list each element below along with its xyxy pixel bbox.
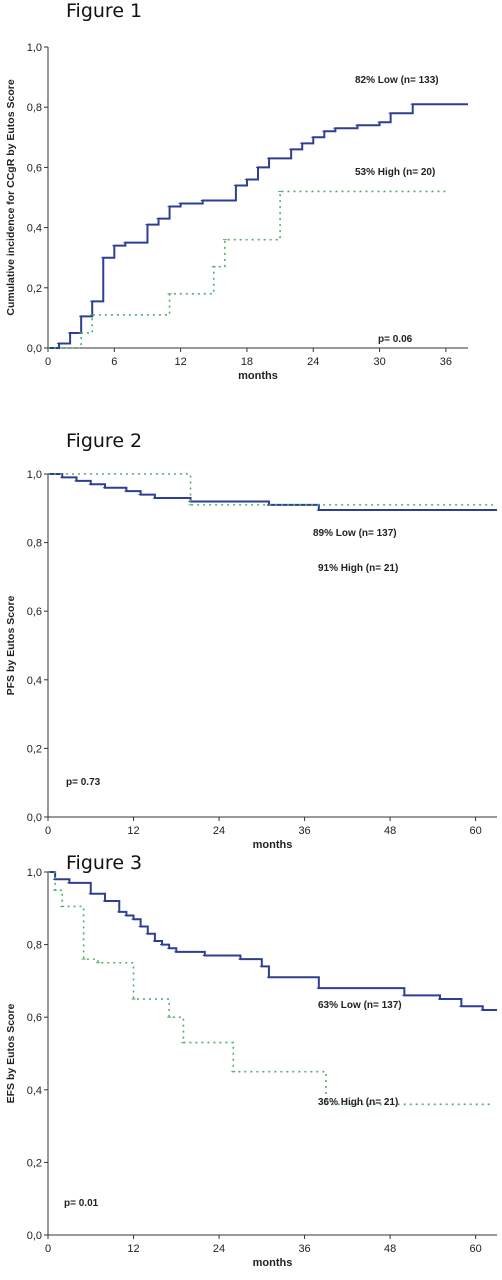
- x-tick-label: 12: [127, 1243, 139, 1255]
- y-tick-label: 1,0: [27, 469, 42, 481]
- series-annotation: 63% Low (n= 137): [318, 1000, 402, 1011]
- series-high-line: [48, 473, 497, 506]
- y-axis-label: EFS by Eutos Score: [5, 1003, 17, 1103]
- x-axis-label: months: [238, 370, 278, 382]
- y-axis-label: Cumulative incidence for CCgR by Eutos S…: [5, 79, 17, 315]
- y-tick-label: 0,2: [27, 283, 42, 295]
- x-tick-label: 60: [469, 1243, 481, 1255]
- x-tick-label: 24: [213, 825, 225, 837]
- x-tick-label: 0: [45, 1243, 51, 1255]
- x-tick-label: 36: [440, 356, 452, 368]
- x-tick-label: 0: [45, 356, 51, 368]
- x-tick-label: 30: [373, 356, 385, 368]
- y-tick-label: 0,6: [27, 162, 42, 174]
- p-value-label: p= 0.73: [66, 777, 101, 788]
- p-value-label: p= 0.06: [378, 334, 413, 345]
- x-tick-label: 0: [45, 825, 51, 837]
- x-tick-label: 12: [175, 356, 187, 368]
- series-high-line: [48, 871, 490, 1106]
- series-annotation: 82% Low (n= 133): [355, 75, 439, 86]
- series-annotation: 89% Low (n= 137): [313, 528, 397, 539]
- y-tick-label: 0,2: [27, 743, 42, 755]
- y-tick-label: 0,4: [27, 223, 42, 235]
- y-tick-label: 0,0: [27, 343, 42, 355]
- x-tick-label: 24: [307, 356, 319, 368]
- figure-2-chart: 0,0 0,2 0,4 0,6 0,8 1,0 0 12 24 36 48 60 months PFS b…: [5, 469, 497, 851]
- x-tick-label: 36: [298, 1243, 310, 1255]
- x-axis-label: months: [253, 1257, 293, 1269]
- series-annotation: 91% High (n= 21): [318, 563, 398, 574]
- series-low-line: [48, 871, 497, 1011]
- y-tick-label: 0,8: [27, 538, 42, 550]
- y-tick-label: 0,4: [27, 1085, 42, 1097]
- y-tick-label: 0,8: [27, 102, 42, 114]
- x-tick-label: 18: [241, 356, 253, 368]
- x-tick-label: 36: [298, 825, 310, 837]
- figure-1-title: Figure 1: [66, 0, 143, 22]
- y-tick-label: 1,0: [27, 42, 42, 54]
- x-tick-label: 48: [384, 825, 396, 837]
- y-tick-label: 0,0: [27, 1230, 42, 1242]
- y-tick-label: 0,8: [27, 940, 42, 952]
- y-tick-label: 0,0: [27, 812, 42, 824]
- x-axis-label: months: [253, 839, 293, 851]
- series-annotation: 53% High (n= 20): [355, 167, 435, 178]
- figure-1-chart: 0,0 0,2 0,4 0,6 0,8 1,0 0 6 12 18 24 30 36 months Cumu…: [5, 42, 468, 382]
- x-tick-label: 60: [469, 825, 481, 837]
- figure-2-title: Figure 2: [66, 430, 143, 452]
- y-tick-label: 0,6: [27, 606, 42, 618]
- p-value-label: p= 0.01: [64, 1198, 99, 1209]
- x-tick-label: 6: [111, 356, 117, 368]
- series-annotation: 36% High (n= 21): [318, 1097, 398, 1108]
- series-high-line: [48, 190, 446, 349]
- x-tick-label: 12: [127, 825, 139, 837]
- series-low-line: [48, 473, 497, 512]
- figure-3-title: Figure 3: [66, 852, 143, 874]
- y-tick-label: 1,0: [27, 867, 42, 879]
- x-tick-label: 24: [213, 1243, 225, 1255]
- y-tick-label: 0,2: [27, 1157, 42, 1169]
- x-tick-label: 48: [384, 1243, 396, 1255]
- y-tick-label: 0,6: [27, 1012, 42, 1024]
- y-tick-label: 0,4: [27, 675, 42, 687]
- y-axis-label: PFS by Eutos Score: [5, 595, 17, 695]
